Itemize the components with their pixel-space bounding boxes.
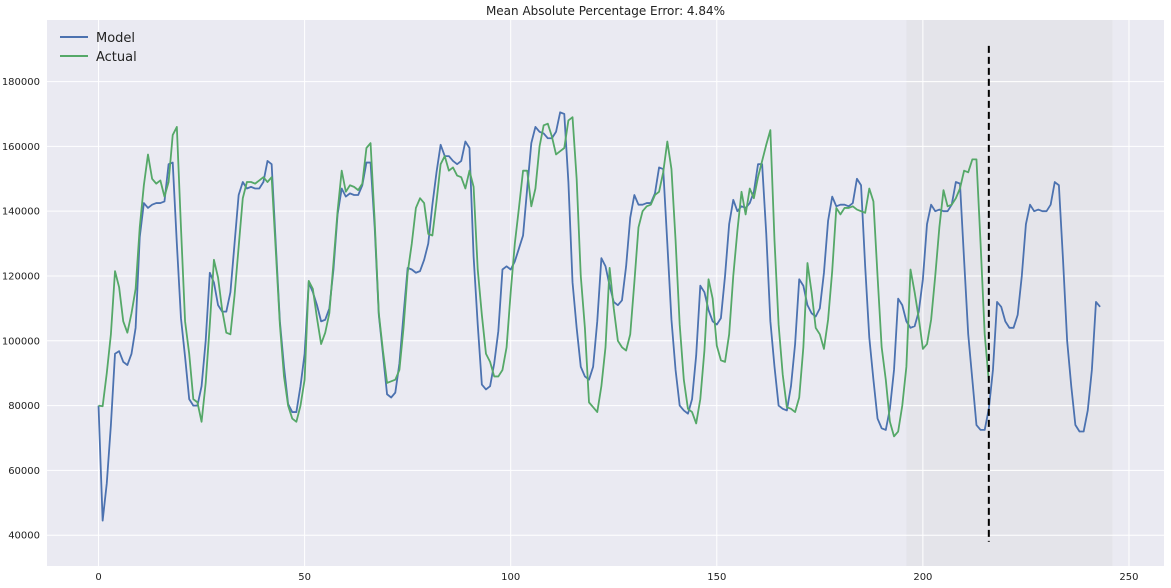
y-tick-label: 180000 bbox=[2, 77, 40, 88]
y-tick-label: 80000 bbox=[8, 401, 40, 412]
legend: Model Actual bbox=[60, 31, 137, 65]
axis-tick-labels: 0 50 100 150 200 250 40000 60000 80000 100000 1200… bbox=[2, 77, 1139, 583]
chart-title: Mean Absolute Percentage Error: 4.84% bbox=[486, 4, 725, 18]
series-line-model bbox=[97, 111, 1101, 522]
forecast-shaded-region bbox=[906, 20, 1113, 566]
legend-label-actual: Actual bbox=[96, 50, 137, 65]
x-tick-label: 250 bbox=[1119, 572, 1138, 583]
y-tick-label: 120000 bbox=[2, 271, 40, 282]
x-tick-label: 0 bbox=[95, 572, 101, 583]
series-line-actual bbox=[98, 116, 990, 438]
series-lines bbox=[97, 111, 1101, 522]
x-tick-label: 200 bbox=[913, 572, 932, 583]
legend-label-model: Model bbox=[96, 31, 135, 46]
y-tick-label: 40000 bbox=[8, 531, 40, 542]
y-tick-label: 60000 bbox=[8, 466, 40, 477]
y-tick-label: 100000 bbox=[2, 336, 40, 347]
x-tick-label: 100 bbox=[501, 572, 520, 583]
x-tick-label: 150 bbox=[707, 572, 726, 583]
x-tick-label: 50 bbox=[298, 572, 311, 583]
y-tick-label: 160000 bbox=[2, 142, 40, 153]
y-tick-label: 140000 bbox=[2, 207, 40, 218]
